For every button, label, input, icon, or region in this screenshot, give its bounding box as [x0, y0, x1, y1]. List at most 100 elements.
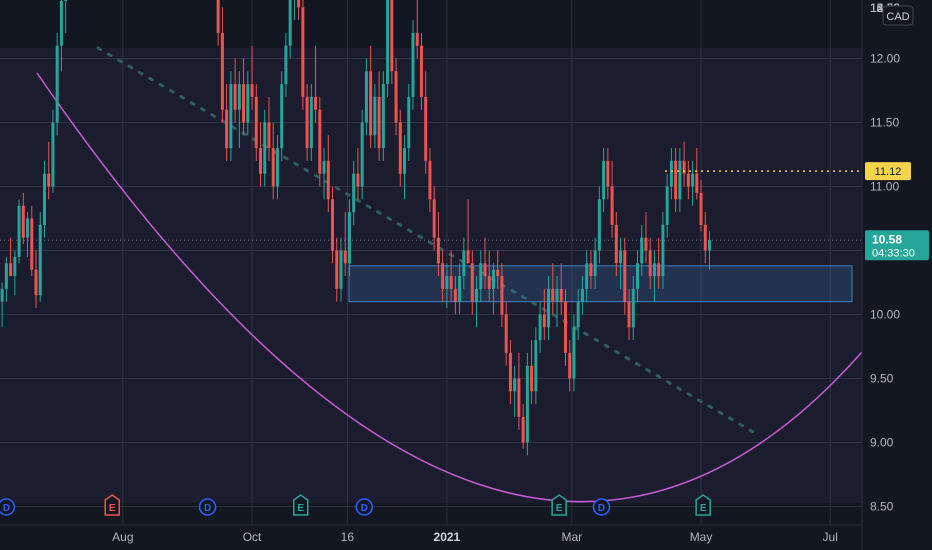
candle-body [462, 250, 466, 277]
candle-body [352, 173, 356, 213]
earnings-marker[interactable]: E [104, 494, 121, 516]
candle-body [576, 301, 580, 328]
candle [699, 180, 703, 232]
candle-body [59, 0, 63, 46]
candle [42, 160, 46, 238]
candle-body [34, 269, 38, 296]
candle [597, 186, 601, 264]
dividend-marker[interactable]: D [355, 498, 374, 516]
earnings-marker[interactable]: E [695, 494, 711, 516]
candle [445, 263, 449, 309]
candle-body [322, 160, 326, 174]
dividend-marker-circle [198, 498, 217, 516]
candle [695, 148, 699, 200]
dividend-marker[interactable]: D [592, 498, 611, 516]
earnings-marker[interactable]: E [551, 494, 567, 516]
candle-body [669, 160, 673, 187]
candle-body [652, 263, 656, 277]
candle-body [542, 314, 546, 328]
earnings-marker-label: E [109, 503, 116, 514]
currency-badge[interactable]: CAD [882, 5, 914, 26]
dividend-marker[interactable]: D [0, 498, 16, 516]
candle [347, 199, 351, 277]
candle-body [220, 32, 224, 110]
candle [538, 301, 542, 353]
candle-body [640, 237, 644, 264]
candle [555, 276, 559, 328]
dividend-marker-circle [592, 498, 611, 516]
candle-body [703, 224, 707, 251]
candle [9, 237, 13, 277]
candle [339, 237, 343, 302]
candle-body [229, 84, 233, 149]
candle-body [0, 288, 4, 302]
candle-body [38, 224, 42, 296]
candle [606, 148, 610, 200]
support-zone-box [348, 265, 853, 303]
descending-trendline [96, 46, 757, 435]
candle [432, 186, 436, 251]
y-tick-label: 8.50 [870, 500, 894, 514]
candle [623, 237, 627, 315]
earnings-marker[interactable]: E [292, 494, 309, 516]
candle [517, 352, 521, 430]
candle-body [381, 84, 385, 149]
candle-body [21, 205, 25, 238]
candle-body [661, 224, 665, 277]
candle [551, 263, 555, 315]
candle [59, 0, 63, 72]
candle [593, 237, 597, 289]
candle [403, 135, 407, 200]
candle-body [593, 250, 597, 277]
candle [246, 71, 250, 136]
candle-body [475, 288, 479, 302]
candle [331, 186, 335, 264]
candle-body [644, 237, 648, 251]
candle [38, 212, 42, 302]
candle [568, 340, 572, 392]
candle [669, 148, 673, 200]
candle-body [453, 288, 457, 302]
candle [453, 276, 457, 315]
candle-body [347, 212, 351, 264]
dividend-marker[interactable]: D [198, 498, 217, 516]
candle [479, 250, 483, 302]
candle [377, 71, 381, 161]
candle [521, 404, 525, 449]
candle-body [449, 276, 453, 289]
candle-body [415, 32, 419, 46]
candle [309, 84, 313, 161]
candle [572, 314, 576, 392]
candle [26, 212, 30, 257]
candle [275, 135, 279, 200]
grid [0, 0, 862, 525]
candle-body [699, 192, 703, 225]
candle-body [403, 148, 407, 174]
candle-body [517, 378, 521, 417]
candle-body [360, 122, 364, 187]
candle-body [280, 84, 284, 149]
x-tick-label: Jul [823, 530, 838, 544]
candle [30, 205, 34, 277]
candle-body [259, 148, 263, 174]
y-tick-label: 11.00 [870, 180, 899, 194]
candle-body [436, 237, 440, 264]
candle-body [487, 276, 491, 289]
candle-body [398, 122, 402, 174]
current-price-text: 10.58 [872, 232, 902, 246]
candle [411, 20, 415, 110]
candle-body [250, 84, 254, 97]
candle [513, 365, 517, 417]
candle [508, 340, 512, 405]
candle-body [657, 263, 661, 277]
candle-body [623, 250, 627, 302]
candle [263, 109, 267, 187]
candle-body [665, 186, 669, 225]
candle [415, 0, 419, 59]
candle-body [466, 250, 470, 264]
candle-body [483, 263, 487, 277]
candle [0, 282, 4, 328]
